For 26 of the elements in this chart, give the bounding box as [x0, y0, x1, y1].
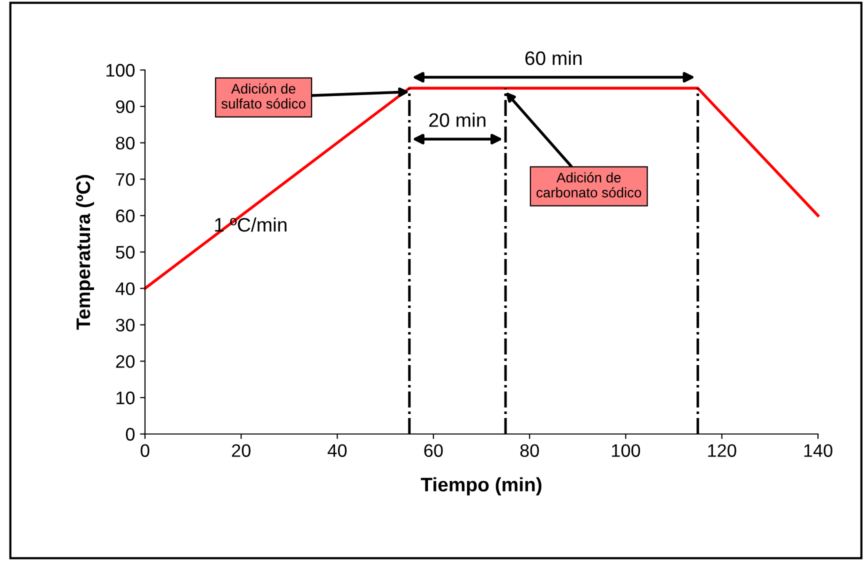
text: 60 min [525, 50, 582, 66]
annotation: 1 ºC/min [215, 217, 286, 232]
annotation: Adición de sulfato sódico [221, 83, 306, 109]
x-tick-label: 0 [140, 444, 150, 457]
y-tick-label: 100 [106, 64, 135, 77]
x-tick-label: 40 [328, 444, 347, 457]
y-tick-label: 50 [116, 246, 135, 259]
y-tick-label: 20 [116, 355, 135, 368]
x-tick-label: 80 [520, 444, 539, 457]
y-tick-label: 0 [126, 428, 135, 441]
x-tick-label: 140 [804, 444, 832, 457]
annotation: 20 min [429, 112, 486, 127]
x-tick-label: 20 [232, 444, 250, 457]
x-tick-label: 100 [612, 444, 640, 457]
y-tick-label: 70 [116, 173, 135, 186]
x-tick-label: 60 [424, 444, 443, 457]
x-axis-title: Tiempo (min) [420, 477, 542, 496]
y-tick-label: 90 [116, 100, 135, 114]
x-tick-label: 120 [708, 444, 736, 457]
y-tick-label: 60 [116, 210, 135, 222]
y-tick-label: 40 [116, 282, 135, 296]
y-axis-title: Temperatura (ºC) [76, 175, 94, 330]
annotation: Adición de carbonato sódico [536, 172, 642, 198]
y-tick-label: 30 [116, 318, 135, 332]
y-tick-label: 80 [116, 136, 135, 150]
y-tick-label: 10 [116, 392, 135, 404]
